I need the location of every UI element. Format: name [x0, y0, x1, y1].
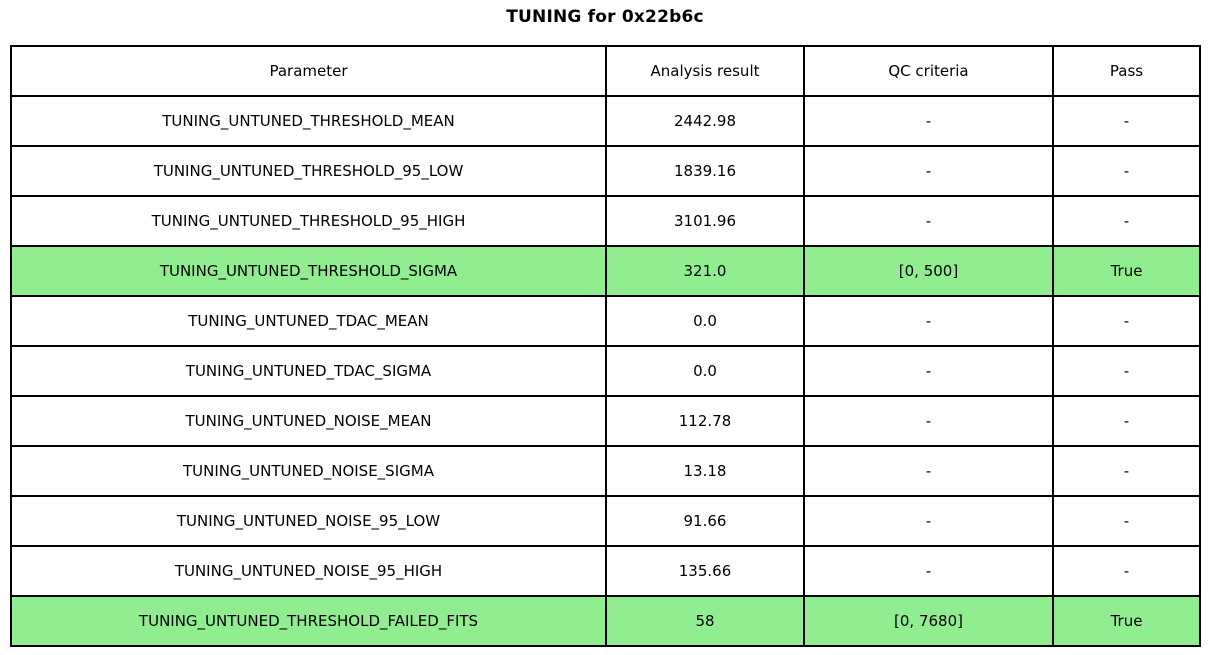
result-cell: 135.66: [605, 545, 805, 597]
qc-criteria-cell: [0, 7680]: [803, 595, 1054, 647]
qc-criteria-cell: -: [803, 445, 1054, 497]
result-cell: 112.78: [605, 395, 805, 447]
result-cell: 0.0: [605, 345, 805, 397]
pass-cell: -: [1052, 445, 1201, 497]
table-row: TUNING_UNTUNED_NOISE_SIGMA 13.18- -: [10, 445, 1201, 497]
qc-criteria-cell: -: [803, 545, 1054, 597]
qc-criteria-cell: -: [803, 195, 1054, 247]
result-cell: 58: [605, 595, 805, 647]
column-header-pass: Pass: [1052, 45, 1201, 97]
result-cell: 2442.98: [605, 95, 805, 147]
parameter-cell: TUNING_UNTUNED_THRESHOLD_SIGMA: [10, 245, 607, 297]
pass-cell: -: [1052, 345, 1201, 397]
column-header-qc-criteria: QC criteria: [803, 45, 1054, 97]
parameter-cell: TUNING_UNTUNED_THRESHOLD_MEAN: [10, 95, 607, 147]
table-row: TUNING_UNTUNED_NOISE_95_LOW 91.66- -: [10, 495, 1201, 547]
pass-cell: -: [1052, 545, 1201, 597]
table-row: TUNING_UNTUNED_TDAC_MEAN 0.0- -: [10, 295, 1201, 347]
qc-criteria-cell: -: [803, 495, 1054, 547]
table-row: TUNING_UNTUNED_NOISE_95_HIGH 135.66- -: [10, 545, 1201, 597]
pass-cell: -: [1052, 395, 1201, 447]
pass-cell: -: [1052, 495, 1201, 547]
table-row: TUNING_UNTUNED_THRESHOLD_FAILED_FITS 58 [0…: [10, 595, 1201, 647]
parameter-cell: TUNING_UNTUNED_THRESHOLD_95_HIGH: [10, 195, 607, 247]
header-row: Parameter Analysis result QC criteria Pa…: [10, 45, 1201, 97]
parameter-cell: TUNING_UNTUNED_THRESHOLD_95_LOW: [10, 145, 607, 197]
qc-criteria-cell: -: [803, 295, 1054, 347]
table-row: TUNING_UNTUNED_NOISE_MEAN 112.78- -: [10, 395, 1201, 447]
result-cell: 13.18: [605, 445, 805, 497]
pass-cell: True: [1052, 595, 1201, 647]
table-row: TUNING_UNTUNED_THRESHOLD_SIGMA 321.0 [0, 5…: [10, 245, 1201, 297]
result-cell: 321.0: [605, 245, 805, 297]
table-header: Parameter Analysis result QC criteria Pa…: [10, 45, 1201, 97]
qc-criteria-cell: -: [803, 95, 1054, 147]
table-row: TUNING_UNTUNED_TDAC_SIGMA 0.0- -: [10, 345, 1201, 397]
parameter-cell: TUNING_UNTUNED_NOISE_SIGMA: [10, 445, 607, 497]
result-cell: 0.0: [605, 295, 805, 347]
parameter-cell: TUNING_UNTUNED_THRESHOLD_FAILED_FITS: [10, 595, 607, 647]
result-cell: 3101.96: [605, 195, 805, 247]
column-header-analysis-result: Analysis result: [605, 45, 805, 97]
table-body: TUNING_UNTUNED_THRESHOLD_MEAN 2442.98- - TU…: [10, 95, 1201, 647]
result-cell: 1839.16: [605, 145, 805, 197]
parameter-cell: TUNING_UNTUNED_TDAC_SIGMA: [10, 345, 607, 397]
table-row: TUNING_UNTUNED_THRESHOLD_MEAN 2442.98- -: [10, 95, 1201, 147]
pass-cell: -: [1052, 195, 1201, 247]
qc-criteria-cell: [0, 500]: [803, 245, 1054, 297]
pass-cell: -: [1052, 295, 1201, 347]
parameter-cell: TUNING_UNTUNED_TDAC_MEAN: [10, 295, 607, 347]
qc-results-table: Parameter Analysis result QC criteria Pa…: [10, 45, 1201, 647]
pass-cell: True: [1052, 245, 1201, 297]
table-row: TUNING_UNTUNED_THRESHOLD_95_HIGH 3101.96-…: [10, 195, 1201, 247]
table-row: TUNING_UNTUNED_THRESHOLD_95_LOW 1839.16- -: [10, 145, 1201, 197]
chart-title: TUNING for 0x22b6c: [506, 7, 704, 27]
result-cell: 91.66: [605, 495, 805, 547]
column-header-parameter: Parameter: [10, 45, 607, 97]
qc-criteria-cell: -: [803, 145, 1054, 197]
parameter-cell: TUNING_UNTUNED_NOISE_95_HIGH: [10, 545, 607, 597]
parameter-cell: TUNING_UNTUNED_NOISE_MEAN: [10, 395, 607, 447]
parameter-cell: TUNING_UNTUNED_NOISE_95_LOW: [10, 495, 607, 547]
qc-criteria-cell: -: [803, 395, 1054, 447]
pass-cell: -: [1052, 95, 1201, 147]
qc-criteria-cell: -: [803, 345, 1054, 397]
pass-cell: -: [1052, 145, 1201, 197]
